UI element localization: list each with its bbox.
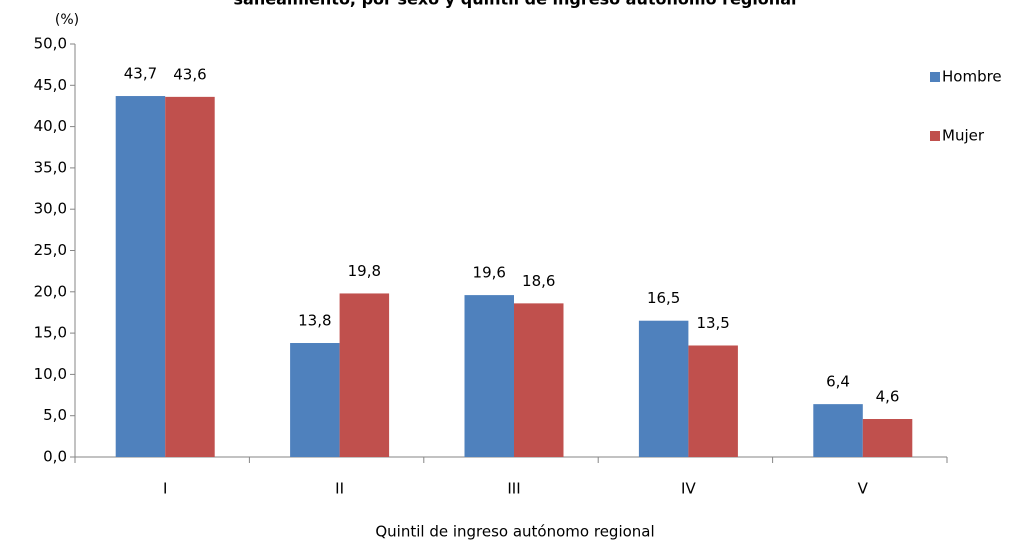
value-label: 18,6 [522,272,555,290]
value-label: 16,5 [647,289,680,307]
bar [290,343,340,457]
y-tick-label: 25,0 [34,241,67,259]
y-tick-label: 35,0 [34,158,67,176]
chart-title: saneamiento, por sexo y quintil de ingre… [234,0,797,9]
x-tick-label: IV [681,480,696,498]
bar [688,345,738,457]
bar [339,293,390,457]
value-label: 19,6 [473,264,506,282]
legend-label: Hombre [942,68,1002,86]
legend-swatch [930,131,940,141]
bar [464,295,514,457]
x-tick-label: I [163,480,167,498]
y-unit: (%) [55,12,79,28]
value-label: 43,7 [124,65,157,83]
value-label: 19,8 [348,262,381,280]
x-axis-label: Quintil de ingreso autónomo regional [375,523,654,541]
legend-label: Mujer [942,127,985,145]
legend-swatch [930,72,940,82]
y-tick-label: 50,0 [34,35,67,53]
bar [115,96,166,458]
y-tick-label: 5,0 [43,406,67,424]
x-tick-label: III [507,480,520,498]
value-label: 6,4 [826,373,850,391]
bar [514,303,564,457]
y-tick-label: 15,0 [34,324,67,342]
bar [813,404,863,457]
value-label: 13,8 [298,312,331,330]
bar [638,320,689,457]
value-label: 13,5 [696,314,729,332]
bar [862,419,913,457]
value-label: 43,6 [173,65,206,83]
y-tick-label: 0,0 [43,448,67,466]
bar [165,96,215,457]
y-tick-label: 45,0 [34,76,67,94]
x-tick-label: II [335,480,344,498]
y-tick-label: 30,0 [34,200,67,218]
x-tick-label: V [858,480,869,498]
value-label: 4,6 [876,388,900,406]
y-tick-label: 20,0 [34,282,67,300]
y-tick-label: 40,0 [34,117,67,135]
y-tick-label: 10,0 [34,365,67,383]
